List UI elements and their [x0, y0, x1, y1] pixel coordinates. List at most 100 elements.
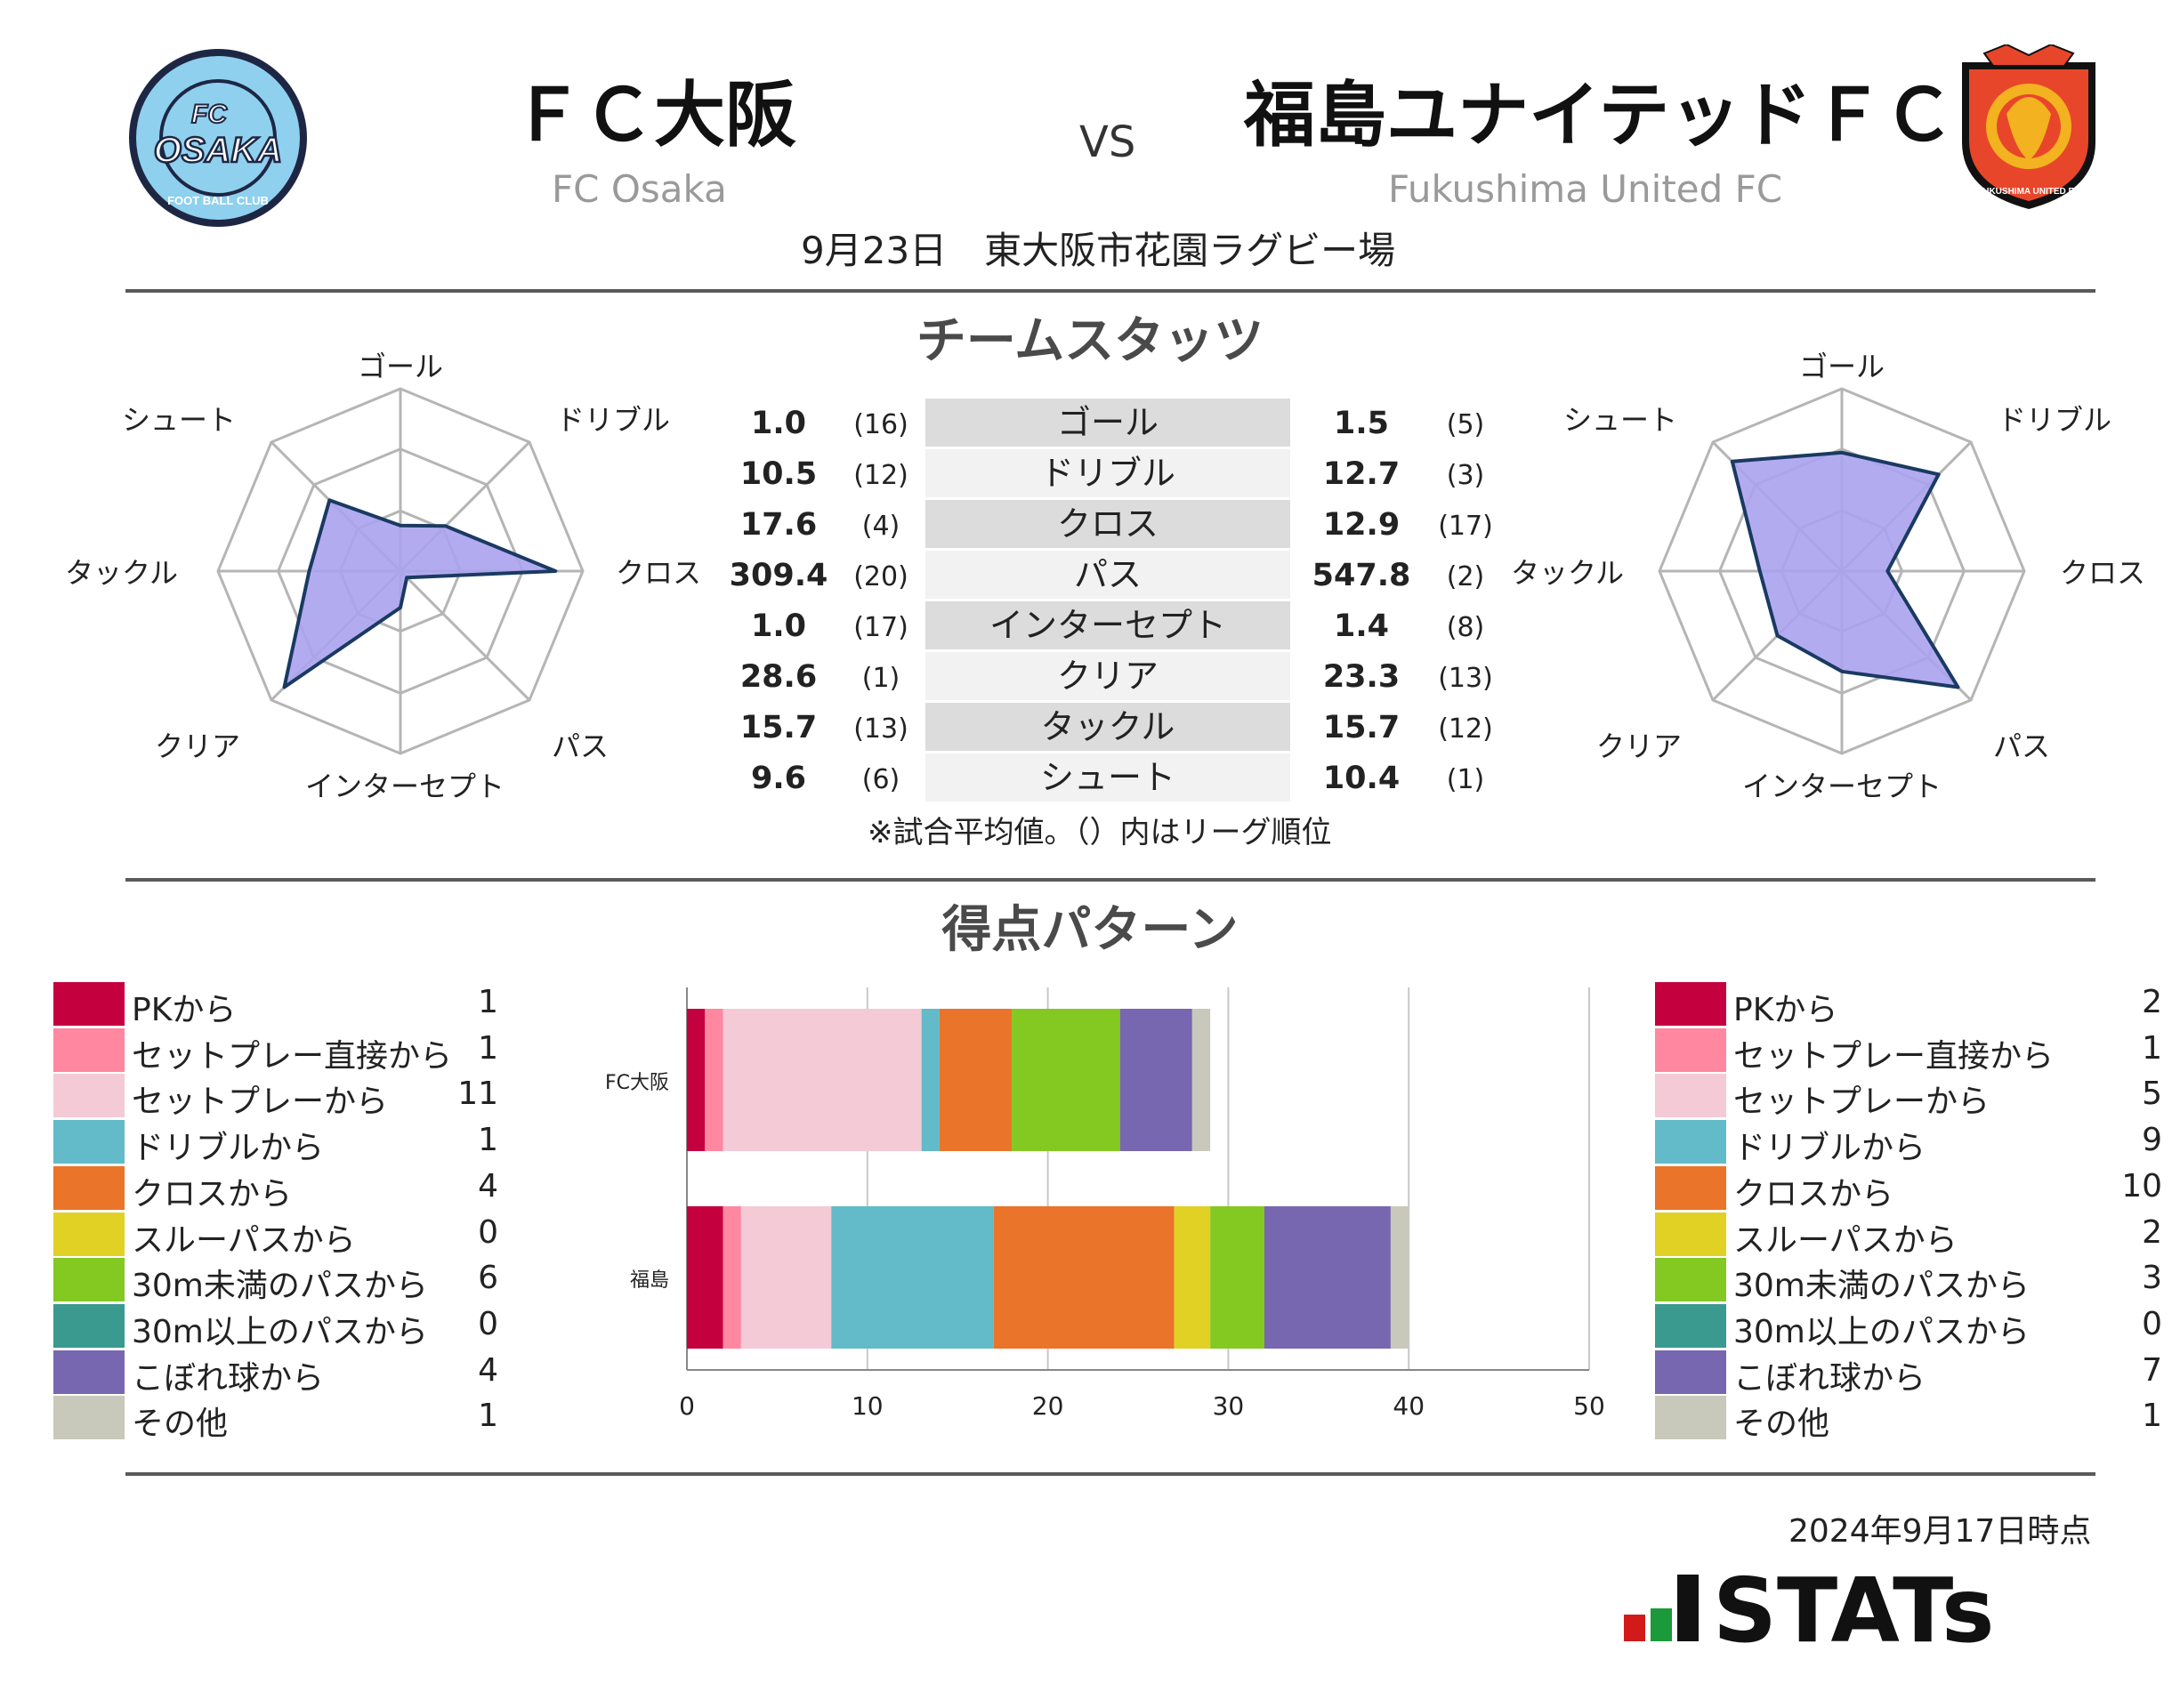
away-logo-ring: FUKUSHIMA UNITED FC [1977, 187, 2080, 197]
legend-value: 3 [2142, 1260, 2162, 1297]
legend-label: 30m以上のパスから [1733, 1313, 2030, 1350]
radar-axis-label: クロス [2060, 556, 2145, 590]
home-logo-ring: FOOT BALL CLUB [167, 194, 269, 207]
legend-value: 4 [478, 1167, 498, 1204]
legend-value: 6 [478, 1260, 498, 1297]
stats-row-bg [925, 601, 1290, 649]
away-logo: FUKUSHIMA UNITED FC [1953, 43, 2104, 214]
stats-away-rank: (13) [1438, 663, 1493, 694]
legend-swatch [1655, 1120, 1726, 1164]
radar-axis-label: タックル [65, 556, 178, 590]
bar-segment [1191, 1009, 1211, 1151]
legend-swatch [1655, 1074, 1726, 1118]
legend-value: 1 [478, 1122, 498, 1159]
stats-home-rank: (4) [861, 511, 900, 542]
vs-label: VS [1079, 117, 1136, 167]
legend-value: 1 [478, 1398, 498, 1435]
stats-away-rank: (5) [1446, 409, 1485, 440]
legend-swatch [53, 1027, 125, 1072]
stats-away-value: 547.8 [1312, 558, 1411, 593]
stats-home-value: 9.6 [750, 761, 806, 796]
radar-spoke [399, 569, 531, 702]
x-tick-label: 20 [1032, 1391, 1064, 1421]
legend-value: 0 [478, 1305, 498, 1342]
bar-segment [993, 1206, 1175, 1349]
legend-label: セットプレーから [1733, 1084, 1990, 1121]
stats-away-value: 12.7 [1322, 456, 1401, 492]
stats-home-rank: (1) [861, 663, 900, 694]
stats-away-rank: (2) [1446, 561, 1485, 592]
legend-swatch [53, 1396, 125, 1440]
legend-swatch [1655, 1349, 1726, 1394]
radar-axis-label: パス [1993, 729, 2050, 763]
legend-label: セットプレー直接から [1733, 1037, 2055, 1075]
stats-row-bg [925, 500, 1290, 548]
legend-value: 1 [2142, 1398, 2162, 1435]
stats-row-bg [925, 652, 1290, 700]
stats-row-bg [925, 399, 1290, 447]
legend-value: 0 [478, 1213, 498, 1251]
divider-bottom [125, 1472, 2095, 1476]
stats-away-rank: (3) [1446, 460, 1485, 491]
radar-axis-label: インターセプト [305, 769, 505, 803]
legend-value: 1 [478, 984, 498, 1020]
divider-top [125, 289, 2095, 293]
home-logo-main: OSAKA [154, 131, 282, 170]
stats-home-value: 17.6 [739, 507, 818, 543]
scoring-title: 得点パターン [941, 901, 1239, 959]
stats-away-rank: (1) [1446, 764, 1485, 795]
bar-segment [687, 1206, 723, 1349]
radar-axis-label: パス [552, 729, 609, 763]
legend-swatch [1655, 1212, 1726, 1256]
match-info: 9月23日 東大阪市花園ラグビー場 [801, 229, 1396, 272]
legend-label: こぼれ球から [132, 1359, 325, 1397]
stats-logo: STATs [1624, 1559, 2113, 1663]
stats-home-rank: (13) [853, 713, 908, 745]
legend-value: 9 [2142, 1122, 2162, 1159]
legend-swatch [1655, 982, 1726, 1026]
x-tick-label: 50 [1573, 1391, 1605, 1421]
bar-segment [687, 1009, 706, 1151]
away-team-name: 福島ユナイテッドＦＣ [1244, 74, 1955, 157]
stats-category: クリア [1056, 657, 1159, 696]
legend-swatch [53, 1165, 125, 1210]
legend-value: 11 [457, 1076, 498, 1113]
stats-logo-bar-black [1677, 1575, 1699, 1641]
legend-swatch [53, 1258, 125, 1302]
radar-axis-label: タックル [1511, 556, 1624, 590]
stats-away-value: 23.3 [1322, 659, 1401, 695]
legend-label: その他 [132, 1406, 229, 1443]
stats-home-value: 15.7 [739, 710, 818, 745]
stats-home-rank: (12) [853, 460, 908, 491]
stats-note: ※試合平均値。（）内はリーグ順位 [868, 815, 1332, 850]
legend-swatch [53, 982, 125, 1026]
legend-swatch [53, 1212, 125, 1256]
legend-value: 1 [2142, 1029, 2162, 1067]
stats-home-value: 10.5 [739, 456, 818, 492]
legend-value: 5 [2142, 1076, 2162, 1113]
stats-home-rank: (16) [853, 409, 908, 440]
stats-row-bg [925, 753, 1290, 802]
radar-axis-label: ゴール [358, 350, 443, 383]
stats-logo-text: STATs [1713, 1566, 1995, 1655]
legend-label: ドリブルから [1733, 1130, 1926, 1167]
y-category-label: 福島 [630, 1269, 669, 1292]
stats-home-value: 28.6 [739, 659, 818, 695]
legend-label: セットプレー直接から [132, 1037, 453, 1075]
bar-segment [740, 1206, 832, 1349]
radar-axis-label: シュート [122, 403, 236, 437]
legend-label: セットプレーから [132, 1084, 389, 1121]
home-logo-fc: FC [191, 100, 228, 129]
legend-swatch [1655, 1165, 1726, 1210]
legend-value: 2 [2142, 984, 2162, 1020]
timestamp: 2024年9月17日時点 [1788, 1513, 2092, 1550]
divider-mid [125, 878, 2095, 882]
radar-axis-label: クロス [616, 556, 701, 590]
bar-segment [1264, 1206, 1391, 1349]
legend-value: 2 [2142, 1213, 2162, 1251]
radar-axis-label: インターセプト [1742, 769, 1942, 803]
stats-away-value: 12.9 [1322, 507, 1401, 543]
stats-logo-bar-red [1624, 1615, 1645, 1641]
stats-home-value: 309.4 [729, 558, 828, 593]
